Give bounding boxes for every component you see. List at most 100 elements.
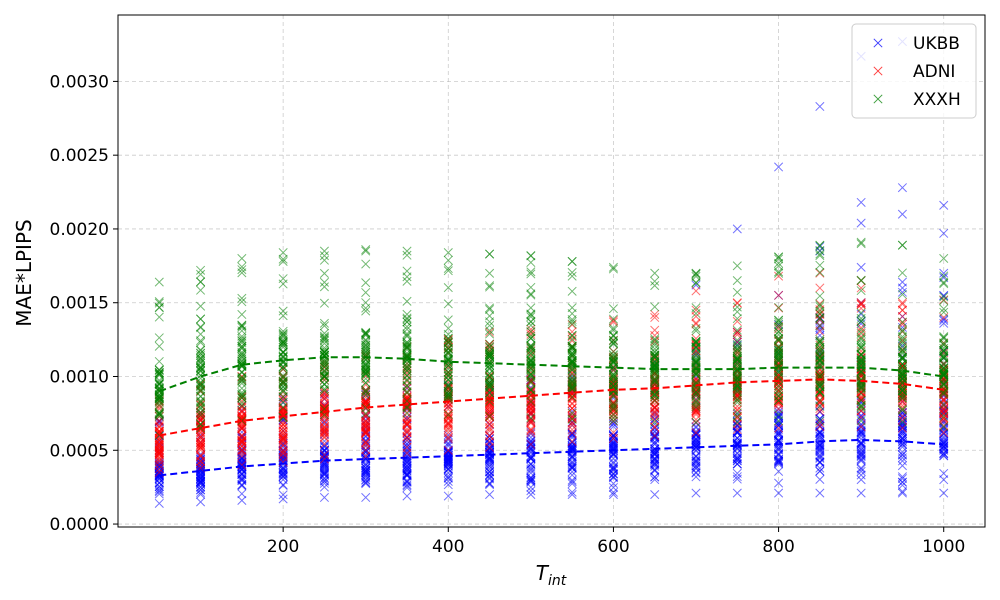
data-point (815, 443, 825, 453)
data-point (856, 262, 866, 272)
data-point (774, 162, 784, 172)
data-point (897, 209, 907, 219)
data-point (815, 453, 825, 463)
data-point (939, 444, 949, 454)
data-point (196, 497, 206, 507)
data-point (402, 491, 412, 501)
y-tick-label: 0.0005 (50, 441, 109, 461)
data-point (650, 465, 660, 475)
data-point (567, 487, 577, 497)
data-point (196, 473, 206, 483)
data-point (815, 466, 825, 476)
data-point (774, 456, 784, 466)
data-point (319, 451, 329, 461)
data-point (732, 456, 742, 466)
data-point (526, 452, 536, 462)
data-point (278, 472, 288, 482)
data-point (567, 477, 577, 487)
y-axis-label: MAE*LPIPS (12, 219, 36, 326)
data-point (526, 476, 536, 486)
data-point (691, 426, 701, 436)
data-point (815, 242, 825, 252)
data-point (567, 452, 577, 462)
data-point (774, 466, 784, 476)
data-point (567, 457, 577, 467)
data-point (154, 498, 164, 508)
data-point (774, 488, 784, 498)
data-point (526, 486, 536, 496)
data-point (443, 468, 453, 478)
data-point (361, 463, 371, 473)
data-point (278, 490, 288, 500)
data-point (732, 426, 742, 436)
data-point (732, 488, 742, 498)
x-tick-label: 1000 (922, 537, 965, 557)
data-point (608, 469, 618, 479)
data-point (485, 479, 495, 489)
data-point (939, 315, 949, 325)
data-point (319, 492, 329, 503)
data-point (361, 466, 371, 476)
data-point (443, 450, 453, 460)
data-point (567, 459, 577, 469)
data-point (732, 451, 742, 461)
data-point (361, 389, 371, 399)
data-point (567, 440, 577, 451)
data-point (361, 492, 371, 503)
data-point (485, 444, 495, 454)
data-point (196, 485, 206, 495)
data-point (154, 481, 164, 492)
y-tick-label: 0.0010 (50, 367, 109, 387)
data-point (939, 425, 949, 436)
data-point (774, 459, 784, 469)
data-point (856, 464, 866, 474)
data-point (402, 445, 412, 455)
data-point (361, 454, 371, 464)
data-point (815, 451, 825, 461)
data-point (196, 489, 206, 499)
data-point (691, 442, 701, 452)
data-point (650, 433, 660, 443)
data-point (897, 408, 907, 418)
data-point (443, 476, 453, 486)
data-point (485, 489, 495, 500)
data-point (485, 434, 495, 444)
data-point (897, 183, 907, 193)
data-point (319, 463, 329, 473)
data-point (856, 454, 866, 464)
data-point (897, 450, 907, 460)
data-point (691, 488, 701, 498)
data-point (650, 475, 660, 485)
data-point (856, 455, 866, 465)
legend: UKBB ADNI XXXH (851, 23, 977, 119)
data-point (897, 416, 907, 426)
y-tick-label: 0.0000 (50, 515, 109, 535)
x-tick-label: 200 (267, 537, 299, 557)
data-point (774, 418, 784, 428)
data-point (608, 472, 618, 482)
data-point (526, 475, 536, 485)
data-point (939, 468, 949, 478)
data-point (526, 441, 536, 451)
data-point (897, 449, 907, 459)
data-point (278, 494, 288, 504)
data-point (237, 489, 247, 499)
data-point (732, 472, 742, 482)
data-point (732, 449, 742, 459)
data-point (774, 411, 784, 422)
data-point (815, 474, 825, 485)
legend-label-xxxh: XXXH (913, 90, 961, 110)
data-point (361, 436, 371, 446)
data-point (402, 477, 412, 487)
data-point (732, 440, 742, 450)
data-point (856, 475, 866, 485)
data-point (237, 474, 247, 484)
data-point (526, 472, 536, 482)
data-point (691, 437, 701, 448)
data-point (774, 444, 784, 454)
data-point (815, 101, 825, 112)
data-point (774, 478, 784, 488)
data-point (774, 445, 784, 455)
data-point (567, 438, 577, 448)
